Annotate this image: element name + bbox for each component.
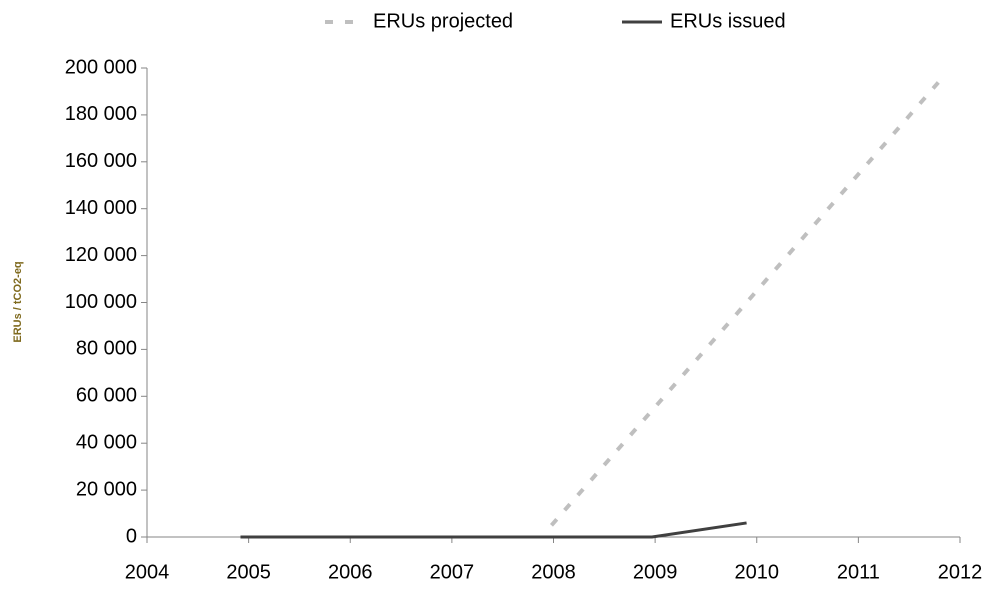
y-tick-label: 20 000 [76, 478, 137, 500]
series-line [549, 73, 947, 527]
x-tick-label: 2007 [430, 561, 475, 583]
series-line [240, 521, 747, 539]
legend-label: ERUs projected [373, 10, 513, 32]
y-axis-label: ERUs / tCO2-eq [12, 261, 24, 342]
y-tick-label: 100 000 [65, 291, 137, 313]
x-tick-label: 2009 [633, 561, 678, 583]
x-tick-label: 2005 [226, 561, 271, 583]
x-tick-label: 2011 [837, 561, 880, 583]
y-tick-label: 180 000 [65, 103, 137, 125]
x-tick-label: 2004 [125, 561, 170, 583]
x-tick-label: 2008 [531, 561, 576, 583]
y-tick-label: 0 [126, 525, 137, 547]
y-tick-label: 160 000 [65, 150, 137, 172]
x-tick-label: 2012 [938, 561, 983, 583]
y-tick-label: 60 000 [76, 385, 137, 407]
x-tick-label: 2010 [735, 561, 780, 583]
y-tick-label: 40 000 [76, 431, 137, 453]
y-tick-label: 80 000 [76, 338, 137, 360]
y-tick-label: 200 000 [65, 56, 137, 78]
y-tick-label: 120 000 [65, 244, 137, 266]
x-tick-label: 2006 [328, 561, 373, 583]
legend-label: ERUs issued [670, 10, 786, 32]
y-tick-label: 140 000 [65, 197, 137, 219]
